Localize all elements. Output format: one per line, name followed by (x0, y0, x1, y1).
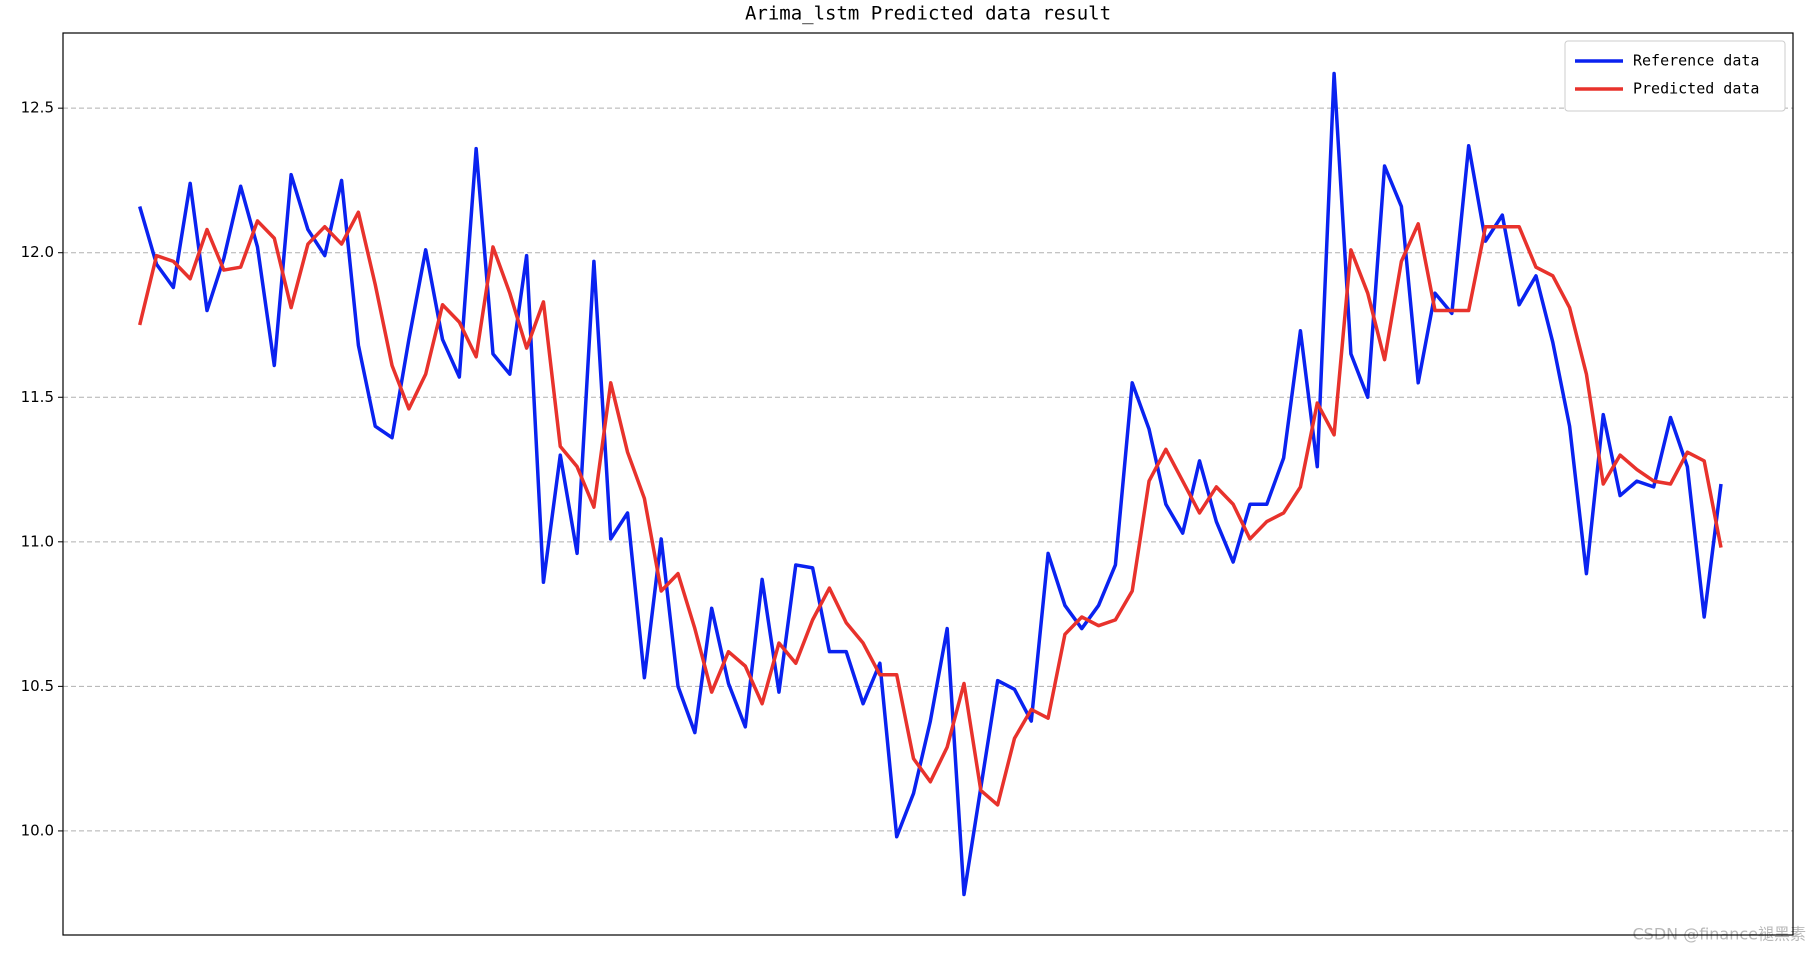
legend: Reference data Predicted data (1564, 40, 1786, 112)
watermark: CSDN @finance褪黑素 (1632, 925, 1806, 944)
series-line (138, 210, 1723, 807)
legend-label: Reference data (1633, 52, 1759, 70)
y-tick-label: 10.5 (21, 677, 54, 695)
y-tick-label: 11.5 (21, 388, 54, 406)
chart-title: Arima_lstm Predicted data result (745, 3, 1111, 25)
y-tick-label: 11.0 (21, 532, 54, 550)
legend-box (1564, 40, 1786, 112)
legend-label: Predicted data (1633, 80, 1759, 98)
y-tick-label: 12.5 (21, 99, 54, 117)
y-tick-label: 12.0 (21, 243, 54, 261)
series-line (138, 71, 1723, 897)
plot-frame (62, 32, 1794, 936)
y-tick-label: 10.0 (21, 821, 54, 839)
